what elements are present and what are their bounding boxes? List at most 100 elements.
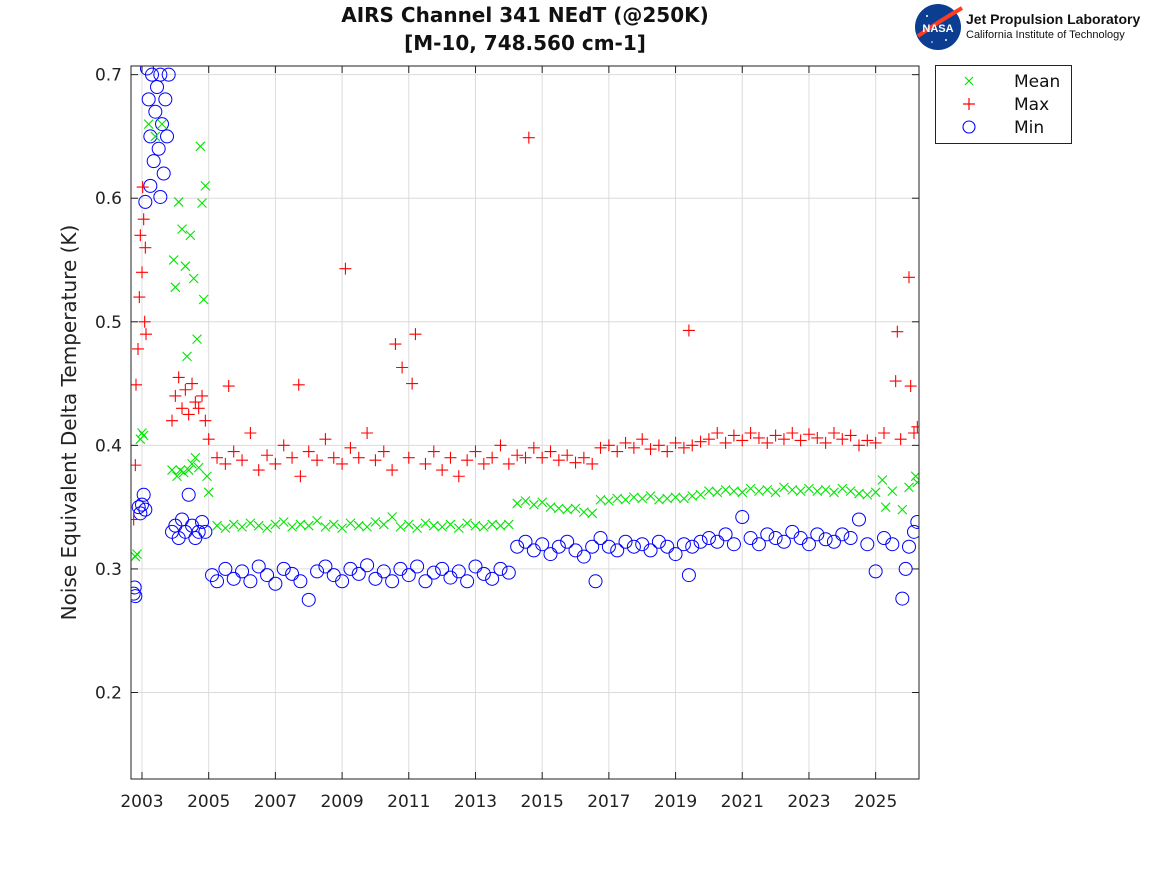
data-point-max: [189, 396, 202, 409]
data-point-min: [131, 500, 146, 515]
data-point-min: [626, 539, 641, 554]
data-point-max: [196, 389, 209, 402]
data-point-max: [802, 428, 815, 441]
data-point-min: [868, 564, 883, 579]
data-point-mean: [150, 131, 161, 142]
data-point-max: [569, 456, 582, 469]
data-point-mean: [187, 459, 197, 469]
data-point-max: [419, 457, 432, 470]
data-point-max: [211, 451, 224, 464]
data-point-mean: [812, 486, 823, 496]
data-point-max: [132, 342, 145, 355]
data-point-max: [711, 427, 724, 440]
data-point-max: [727, 429, 740, 442]
x-tick-label: 2013: [454, 792, 497, 812]
data-point-mean: [712, 487, 723, 498]
y-tick-label: 0.4: [95, 436, 122, 456]
x-tick-label: 2023: [787, 792, 830, 812]
data-point-mean: [445, 519, 456, 530]
data-point-max: [199, 414, 212, 427]
data-point-min: [158, 92, 173, 107]
data-point-mean: [337, 523, 347, 534]
data-point-min: [476, 566, 491, 581]
y-tick-label: 0.2: [95, 684, 122, 704]
data-point-min: [310, 564, 325, 579]
data-point-min: [726, 537, 741, 552]
data-point-mean: [562, 504, 573, 515]
data-point-mean: [157, 119, 167, 129]
data-point-mean: [637, 493, 648, 504]
data-point-min: [376, 564, 391, 579]
data-point-min: [161, 67, 176, 82]
data-point-mean: [570, 503, 581, 514]
x-tick-label: 2011: [387, 792, 430, 812]
data-point-mean: [412, 523, 423, 534]
data-point-max: [889, 375, 902, 388]
data-point-min: [685, 539, 700, 554]
data-point-max: [819, 436, 832, 449]
data-point-min: [138, 502, 153, 517]
data-point-max: [836, 433, 849, 446]
data-point-mean: [620, 494, 631, 505]
data-point-max: [486, 451, 499, 464]
data-point-mean: [587, 508, 598, 519]
data-point-min: [901, 539, 916, 554]
legend: Mean Max Min: [935, 65, 1072, 144]
data-point-mean: [695, 489, 706, 500]
data-point-max: [294, 470, 307, 483]
data-point-max: [409, 328, 422, 341]
data-point-mean: [470, 520, 481, 531]
data-point-max: [286, 451, 299, 464]
data-point-mean: [370, 517, 381, 527]
data-point-mean: [245, 518, 256, 529]
data-point-min: [760, 527, 775, 542]
data-point-min: [151, 141, 166, 156]
data-point-mean: [138, 430, 149, 441]
data-point-mean: [478, 522, 489, 532]
data-point-min: [136, 487, 151, 502]
legend-label: Max: [1014, 95, 1050, 115]
data-point-max: [522, 131, 535, 144]
data-point-min: [668, 547, 683, 562]
data-point-mean: [295, 519, 306, 530]
data-point-max: [244, 427, 257, 440]
y-tick-label: 0.3: [95, 560, 122, 580]
data-point-mean: [897, 504, 908, 515]
x-tick-label: 2003: [120, 792, 163, 812]
data-point-mean: [845, 486, 856, 496]
jpl-logo: NASA Jet Propulsion Laboratory Californi…: [912, 2, 1162, 52]
data-point-min: [160, 129, 175, 144]
data-point-max: [869, 436, 882, 449]
data-point-mean: [182, 351, 192, 362]
data-point-max: [669, 436, 682, 449]
data-point-min: [181, 487, 196, 502]
data-point-max: [494, 439, 507, 452]
data-point-mean: [253, 520, 264, 531]
data-point-mean: [202, 471, 212, 482]
data-point-min: [701, 531, 716, 546]
data-point-min: [551, 539, 566, 554]
data-point-max: [794, 434, 807, 447]
data-point-min: [143, 178, 158, 193]
data-point-min: [588, 574, 603, 589]
data-point-min: [131, 589, 143, 604]
data-point-max: [134, 229, 147, 242]
data-point-mean: [880, 502, 891, 513]
data-point-max: [686, 439, 699, 452]
data-point-min: [576, 549, 591, 564]
data-point-mean: [545, 502, 556, 513]
data-point-max: [402, 451, 415, 464]
data-point-min: [510, 539, 525, 554]
data-point-max: [761, 436, 774, 449]
data-point-mean: [193, 462, 204, 473]
data-point-mean: [745, 483, 756, 494]
data-point-max: [827, 427, 840, 440]
data-point-max: [131, 513, 140, 526]
data-point-min: [153, 189, 168, 204]
data-point-min: [285, 566, 300, 581]
data-point-mean: [453, 523, 464, 534]
data-point-min: [710, 534, 725, 549]
data-point-min: [735, 510, 750, 525]
data-point-mean: [172, 471, 182, 482]
